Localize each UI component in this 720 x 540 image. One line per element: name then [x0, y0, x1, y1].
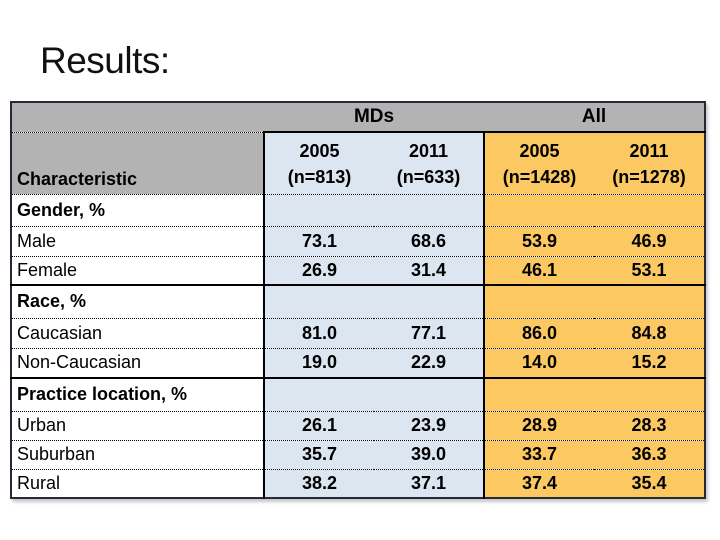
table-row-section-practice-location: Practice location, %	[11, 378, 705, 412]
value-cell: 35.7	[263, 440, 374, 470]
empty-cell	[483, 378, 594, 412]
empty-cell	[374, 378, 484, 412]
value-cell: 37.1	[374, 469, 484, 498]
table-row-non-caucasian: Non-Caucasian 19.0 22.9 14.0 15.2	[11, 348, 705, 379]
column-year-label: 2011	[629, 141, 669, 162]
value-cell: 77.1	[374, 318, 484, 349]
value-cell: 26.1	[263, 411, 374, 441]
table-row-column-header: Characteristic 2005 (n=813) 2011 (n=633)…	[11, 132, 705, 195]
results-table: MDs All Characteristic 2005 (n=813) 2011…	[10, 101, 706, 499]
value-cell: 46.1	[483, 256, 594, 286]
row-header-characteristic: Characteristic	[11, 132, 264, 195]
section-label: Practice location, %	[11, 378, 264, 412]
value-cell: 23.9	[374, 411, 484, 441]
corner-cell	[11, 102, 264, 133]
row-label: Caucasian	[11, 318, 264, 349]
empty-cell	[483, 194, 594, 227]
value-cell: 86.0	[483, 318, 594, 349]
row-label: Female	[11, 256, 264, 286]
table-row-section-gender: Gender, %	[11, 194, 705, 227]
table-row-suburban: Suburban 35.7 39.0 33.7 36.3	[11, 440, 705, 470]
value-cell: 53.9	[483, 226, 594, 257]
empty-cell	[483, 285, 594, 319]
value-cell: 33.7	[483, 440, 594, 470]
value-cell: 36.3	[594, 440, 705, 470]
empty-cell	[594, 378, 705, 412]
group-header-all: All	[484, 102, 705, 133]
column-header-mds-2011: 2011 (n=633)	[374, 132, 484, 195]
slide-title: Results:	[40, 40, 170, 81]
value-cell: 46.9	[594, 226, 705, 257]
group-header-mds: MDs	[264, 102, 484, 133]
table-row-male: Male 73.1 68.6 53.9 46.9	[11, 226, 705, 257]
column-n-label: (n=813)	[287, 167, 352, 188]
value-cell: 73.1	[263, 226, 374, 257]
column-year-label: 2011	[408, 141, 449, 162]
table-row-female: Female 26.9 31.4 46.1 53.1	[11, 256, 705, 286]
value-cell: 15.2	[594, 348, 705, 379]
table-row-group-header: MDs All	[11, 102, 705, 133]
empty-cell	[594, 285, 705, 319]
row-label: Urban	[11, 411, 264, 441]
section-label: Race, %	[11, 285, 264, 319]
value-cell: 14.0	[483, 348, 594, 379]
value-cell: 68.6	[374, 226, 484, 257]
table-row-section-race: Race, %	[11, 285, 705, 319]
row-label: Non-Caucasian	[11, 348, 264, 379]
value-cell: 37.4	[483, 469, 594, 498]
value-cell: 31.4	[374, 256, 484, 286]
row-label: Suburban	[11, 440, 264, 470]
section-label: Gender, %	[11, 194, 264, 227]
empty-cell	[263, 285, 374, 319]
row-label: Male	[11, 226, 264, 257]
column-header-all-2011: 2011 (n=1278)	[594, 132, 705, 195]
table-row-urban: Urban 26.1 23.9 28.9 28.3	[11, 411, 705, 441]
value-cell: 35.4	[594, 469, 705, 498]
column-year-label: 2005	[299, 141, 340, 162]
value-cell: 81.0	[263, 318, 374, 349]
column-n-label: (n=1278)	[612, 167, 686, 188]
empty-cell	[263, 194, 374, 227]
empty-cell	[374, 285, 484, 319]
empty-cell	[594, 194, 705, 227]
column-year-label: 2005	[519, 141, 560, 162]
value-cell: 26.9	[263, 256, 374, 286]
empty-cell	[374, 194, 484, 227]
column-header-mds-2005: 2005 (n=813)	[263, 132, 374, 195]
value-cell: 38.2	[263, 469, 374, 498]
value-cell: 22.9	[374, 348, 484, 379]
table-row-rural: Rural 38.2 37.1 37.4 35.4	[11, 469, 705, 498]
table-row-caucasian: Caucasian 81.0 77.1 86.0 84.8	[11, 318, 705, 349]
value-cell: 28.3	[594, 411, 705, 441]
value-cell: 28.9	[483, 411, 594, 441]
column-n-label: (n=633)	[396, 167, 461, 188]
value-cell: 19.0	[263, 348, 374, 379]
column-n-label: (n=1428)	[502, 167, 577, 188]
column-header-all-2005: 2005 (n=1428)	[483, 132, 594, 195]
value-cell: 39.0	[374, 440, 484, 470]
empty-cell	[263, 378, 374, 412]
value-cell: 53.1	[594, 256, 705, 286]
row-label: Rural	[11, 469, 264, 498]
value-cell: 84.8	[594, 318, 705, 349]
